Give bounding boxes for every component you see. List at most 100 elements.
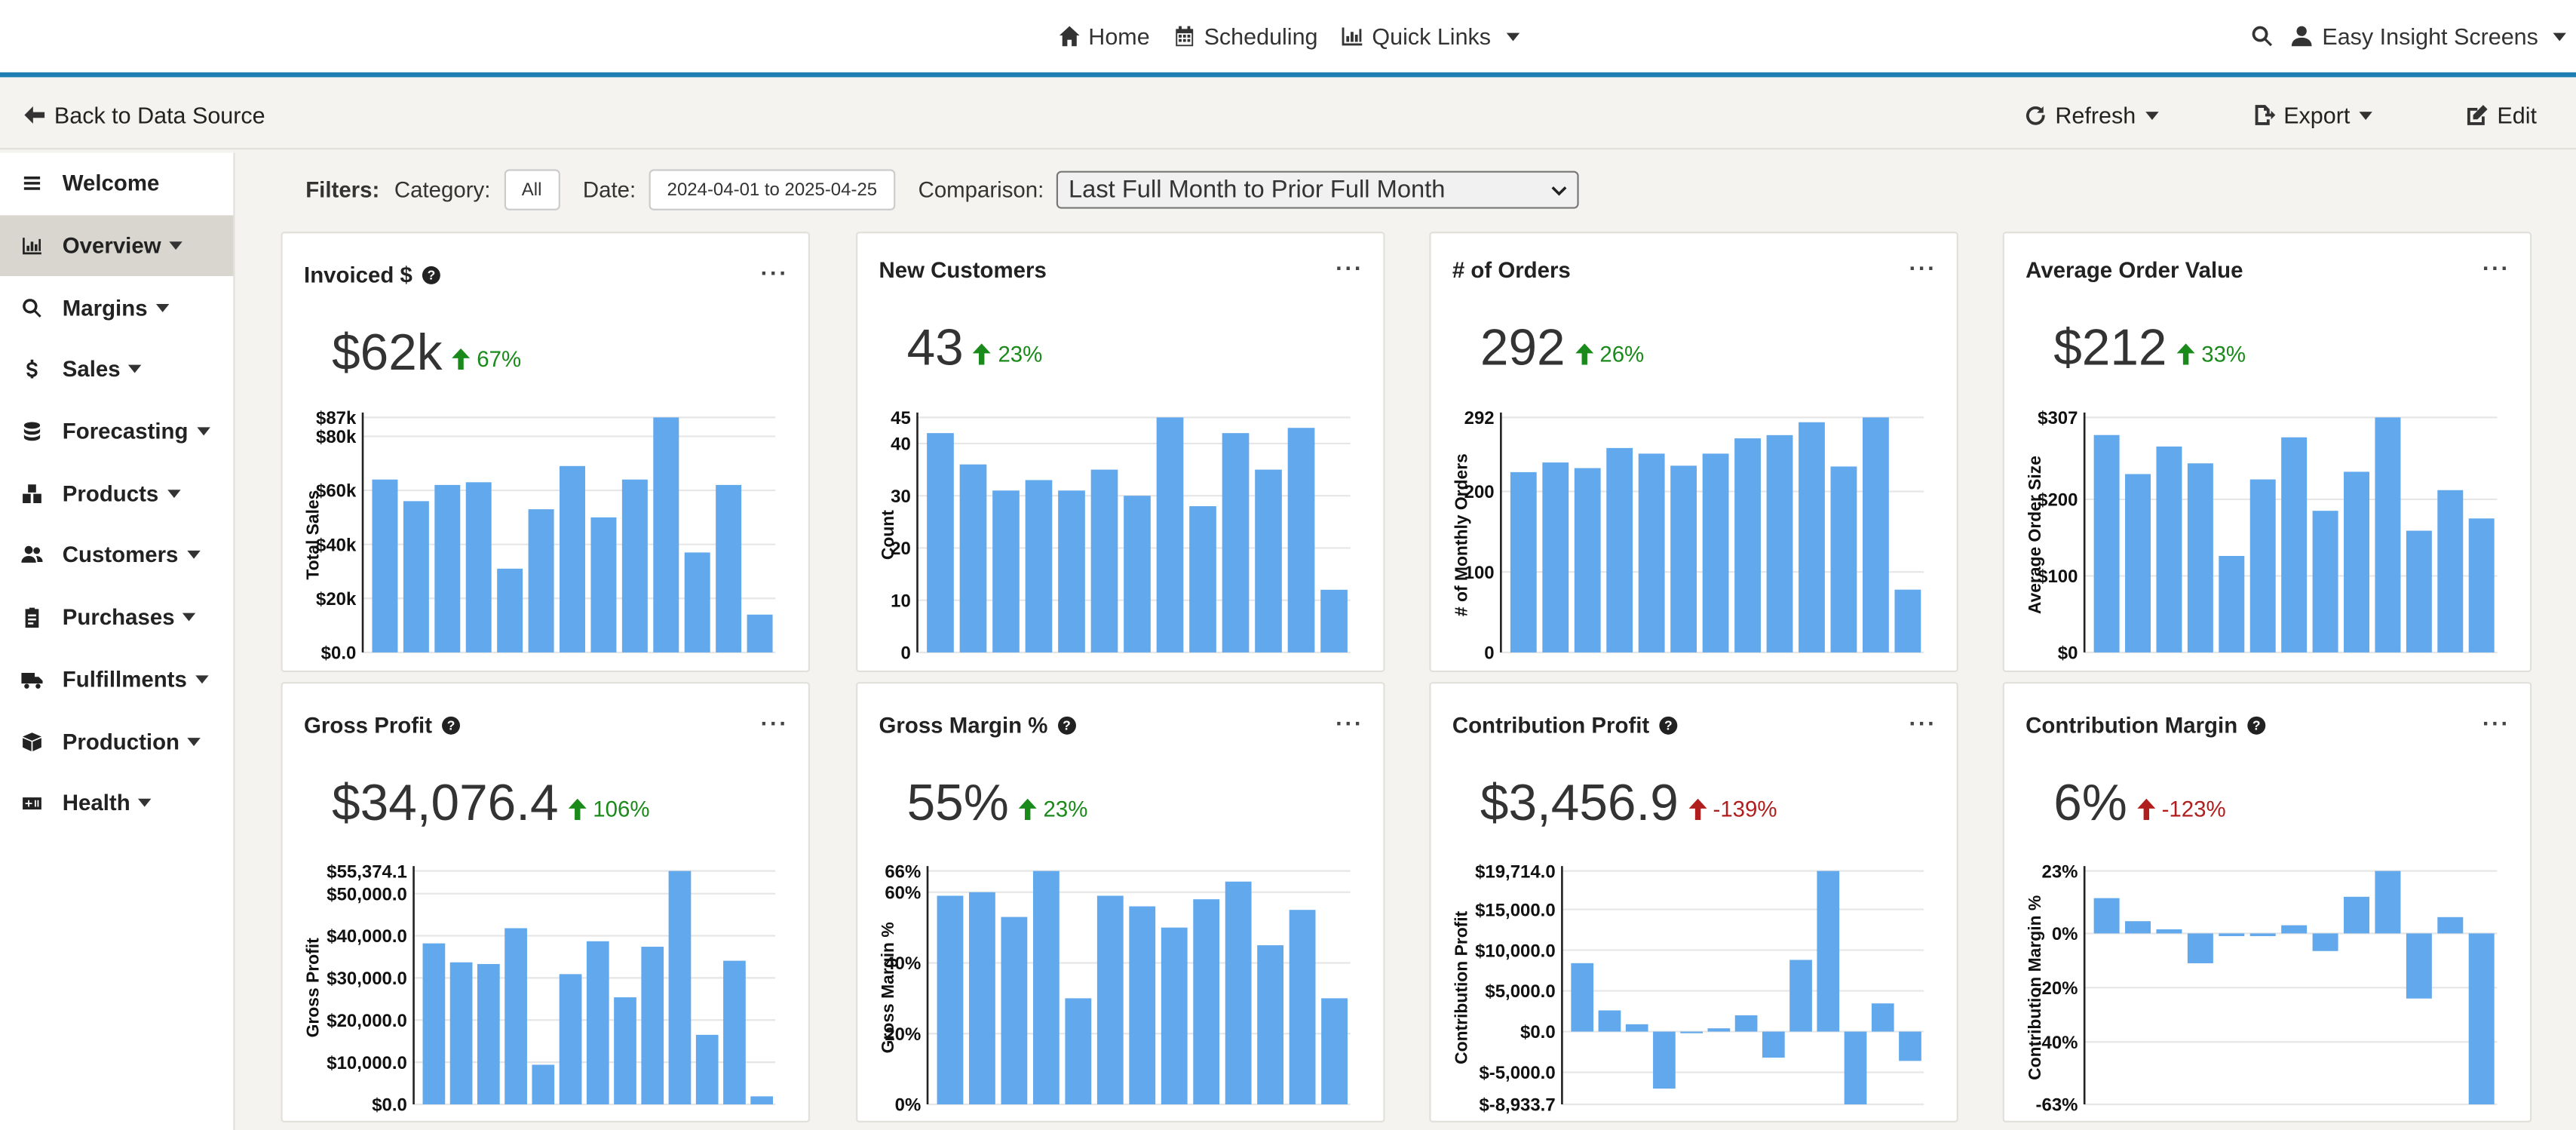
bar[interactable] xyxy=(1670,465,1697,653)
bar[interactable] xyxy=(716,484,742,653)
bar[interactable] xyxy=(1255,469,1282,653)
bar[interactable] xyxy=(465,482,492,653)
sidebar-item-welcome[interactable]: Welcome xyxy=(0,153,233,215)
bar[interactable] xyxy=(403,501,429,653)
sidebar-item-products[interactable]: Products xyxy=(0,462,233,524)
bar[interactable] xyxy=(2093,434,2120,653)
bar[interactable] xyxy=(1653,1031,1676,1089)
bar[interactable] xyxy=(1032,871,1060,1104)
bar[interactable] xyxy=(1001,917,1028,1104)
question-circle-icon[interactable]: ? xyxy=(422,266,440,284)
bar[interactable] xyxy=(586,941,609,1104)
bar[interactable] xyxy=(1702,453,1729,653)
bar[interactable] xyxy=(2406,530,2432,653)
bar[interactable] xyxy=(1606,447,1633,653)
sidebar-item-overview[interactable]: Overview xyxy=(0,214,234,277)
search-icon[interactable] xyxy=(2252,25,2275,48)
bar[interactable] xyxy=(1320,589,1348,653)
bar[interactable] xyxy=(2125,474,2151,653)
nav-quick-links[interactable]: Quick Links xyxy=(1341,23,1520,49)
bar[interactable] xyxy=(1321,998,1348,1104)
card-menu-button[interactable]: ··· xyxy=(1336,254,1364,281)
bar[interactable] xyxy=(2344,896,2369,934)
bar[interactable] xyxy=(747,614,773,653)
bar[interactable] xyxy=(1287,428,1315,653)
bar[interactable] xyxy=(449,962,473,1104)
bar[interactable] xyxy=(1707,1028,1731,1032)
bar[interactable] xyxy=(750,1096,774,1104)
bar[interactable] xyxy=(1025,480,1053,653)
bar[interactable] xyxy=(477,963,500,1104)
bar[interactable] xyxy=(1734,438,1761,653)
bar[interactable] xyxy=(2187,933,2213,963)
bar[interactable] xyxy=(1510,471,1537,653)
bar[interactable] xyxy=(1222,433,1250,653)
edit-button[interactable]: Edit xyxy=(2466,102,2537,128)
bar[interactable] xyxy=(937,895,964,1104)
bar[interactable] xyxy=(1129,906,1156,1104)
bar[interactable] xyxy=(2437,490,2464,653)
bar[interactable] xyxy=(1598,1010,1621,1032)
bar[interactable] xyxy=(959,464,987,653)
bar[interactable] xyxy=(1844,1031,1867,1104)
bar[interactable] xyxy=(653,417,679,653)
comparison-select[interactable]: Last Full Month to Prior Full Month xyxy=(1056,170,1580,209)
card-menu-button[interactable]: ··· xyxy=(1336,710,1364,736)
bar[interactable] xyxy=(2344,471,2369,653)
bar[interactable] xyxy=(2406,933,2432,999)
bar[interactable] xyxy=(497,568,523,653)
sidebar-item-customers[interactable]: Customers xyxy=(0,524,233,586)
sidebar-item-production[interactable]: Production xyxy=(0,711,233,772)
sidebar-item-forecasting[interactable]: Forecasting xyxy=(0,401,233,462)
bar[interactable] xyxy=(1065,998,1092,1104)
bar[interactable] xyxy=(695,1034,719,1104)
bar[interactable] xyxy=(668,871,692,1104)
bar[interactable] xyxy=(1830,466,1857,653)
question-circle-icon[interactable]: ? xyxy=(1057,716,1076,735)
question-circle-icon[interactable]: ? xyxy=(1659,716,1678,735)
card-menu-button[interactable]: ··· xyxy=(2482,710,2510,736)
bar[interactable] xyxy=(2375,417,2401,653)
bar[interactable] xyxy=(1124,496,1151,653)
bar[interactable] xyxy=(1734,1015,1758,1032)
bar[interactable] xyxy=(2156,929,2182,934)
bar[interactable] xyxy=(969,892,995,1104)
bar[interactable] xyxy=(1625,1024,1648,1032)
card-menu-button[interactable]: ··· xyxy=(760,710,789,736)
bar[interactable] xyxy=(1571,963,1594,1032)
bar[interactable] xyxy=(1257,945,1284,1104)
bar[interactable] xyxy=(1156,417,1184,653)
bar[interactable] xyxy=(1899,1031,1921,1061)
bar[interactable] xyxy=(1789,960,1812,1032)
bar[interactable] xyxy=(2281,437,2308,653)
bar[interactable] xyxy=(2125,921,2151,934)
bar[interactable] xyxy=(1090,469,1118,653)
card-menu-button[interactable]: ··· xyxy=(1909,710,1937,736)
bar[interactable] xyxy=(1680,1031,1703,1033)
sidebar-item-health[interactable]: Health xyxy=(0,772,233,834)
bar[interactable] xyxy=(1193,899,1220,1104)
bar[interactable] xyxy=(992,490,1020,653)
bar[interactable] xyxy=(504,928,527,1104)
bar[interactable] xyxy=(2156,446,2182,653)
bar[interactable] xyxy=(1542,462,1569,653)
sidebar-item-margins[interactable]: Margins xyxy=(0,277,233,339)
bar[interactable] xyxy=(1225,881,1252,1104)
bar[interactable] xyxy=(372,479,398,653)
bar[interactable] xyxy=(532,1064,555,1104)
question-circle-icon[interactable]: ? xyxy=(442,716,461,735)
bar[interactable] xyxy=(2281,925,2308,934)
bar[interactable] xyxy=(1766,434,1793,653)
sidebar-item-sales[interactable]: Sales xyxy=(0,339,233,401)
bar[interactable] xyxy=(2468,933,2495,1104)
bar[interactable] xyxy=(621,479,648,653)
bar[interactable] xyxy=(2312,933,2338,951)
bar[interactable] xyxy=(2468,518,2495,653)
bar[interactable] xyxy=(2249,933,2276,936)
bar[interactable] xyxy=(2312,511,2338,653)
sidebar-item-purchases[interactable]: Purchases xyxy=(0,586,233,648)
bar[interactable] xyxy=(1817,871,1840,1032)
bar[interactable] xyxy=(2437,917,2464,934)
card-menu-button[interactable]: ··· xyxy=(1909,254,1937,281)
bar[interactable] xyxy=(434,484,461,653)
